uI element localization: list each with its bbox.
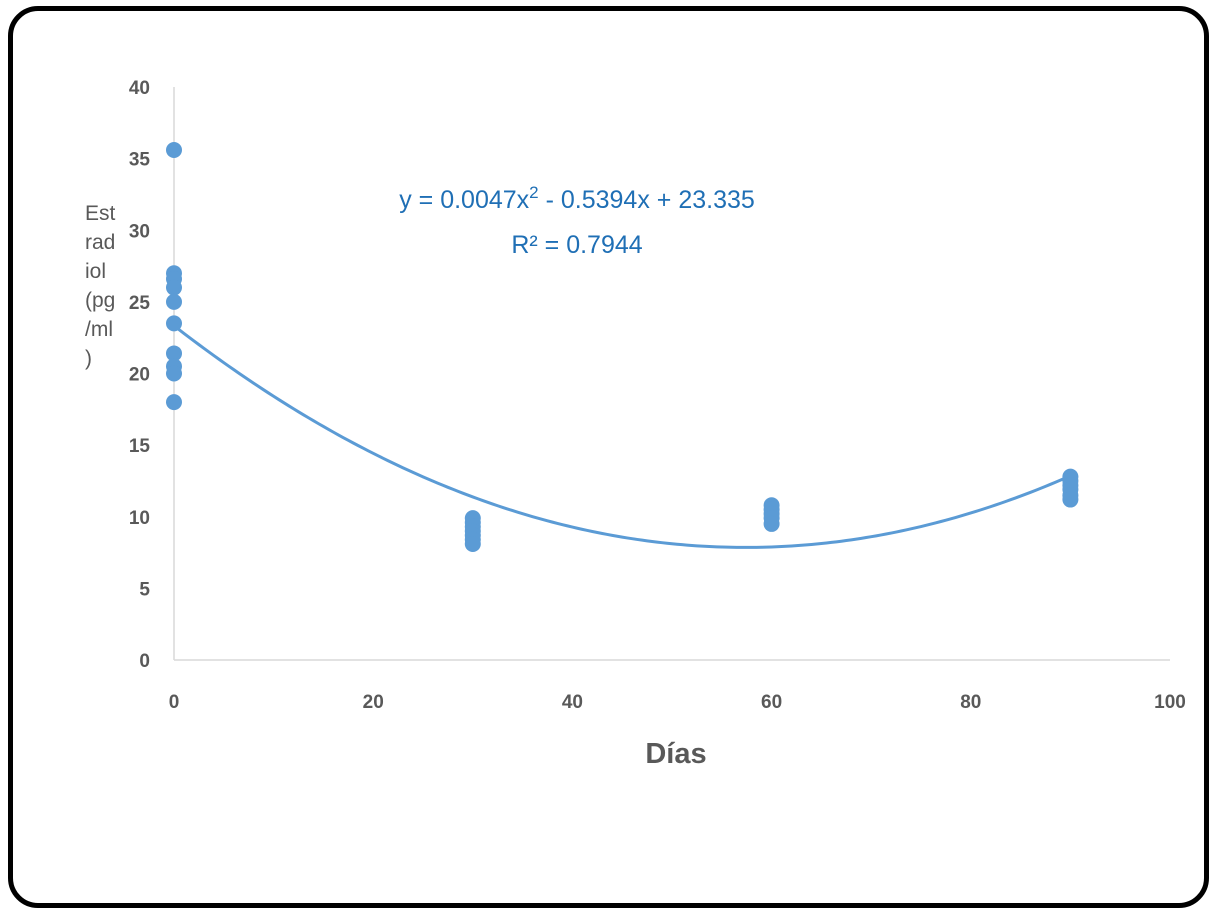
y-tick-label: 25 xyxy=(129,293,151,314)
data-point xyxy=(1062,491,1079,508)
y-tick-label: 30 xyxy=(129,221,150,242)
data-point xyxy=(166,293,182,310)
x-tick-label: 80 xyxy=(960,692,981,713)
data-point xyxy=(763,515,780,532)
data-point xyxy=(166,279,182,296)
y-tick-label: 40 xyxy=(129,78,150,99)
data-points xyxy=(166,142,1079,552)
trendline xyxy=(173,324,1072,549)
data-point xyxy=(166,142,182,159)
x-tick-label: 60 xyxy=(761,692,782,713)
y-tick-label: 0 xyxy=(139,651,150,672)
chart-frame xyxy=(8,6,1209,908)
data-point xyxy=(166,345,182,362)
data-point xyxy=(166,394,182,411)
y-tick-label: 35 xyxy=(129,150,151,171)
y-axis-title-line: rad xyxy=(85,231,115,254)
data-point xyxy=(464,535,481,552)
y-axis-title-line: Est xyxy=(85,202,116,225)
x-tick-label: 100 xyxy=(1154,692,1186,713)
r-squared-label: R² = 0.7944 xyxy=(511,231,642,259)
x-tick-labels: 0 20 40 60 80 100 xyxy=(169,692,1186,713)
y-tick-label: 20 xyxy=(129,365,150,386)
y-tick-labels: 0 5 10 15 20 25 30 35 40 xyxy=(129,78,151,672)
axes xyxy=(173,87,1170,661)
x-axis-title: Días xyxy=(645,738,706,770)
y-axis-title-line: ) xyxy=(85,347,92,370)
x-tick-label: 20 xyxy=(363,692,384,713)
x-tick-label: 40 xyxy=(562,692,583,713)
data-point xyxy=(166,365,182,382)
trendline-equation: y = 0.0047x2 - 0.5394x + 23.335 xyxy=(399,183,755,214)
y-tick-label: 15 xyxy=(129,436,151,457)
y-axis-title-line: /ml xyxy=(85,318,113,341)
y-axis-title-line: (pg xyxy=(85,289,115,312)
y-tick-label: 10 xyxy=(129,508,150,529)
data-point xyxy=(166,315,182,332)
y-axis-title: Est rad iol (pg/ml) xyxy=(85,202,116,370)
y-tick-label: 5 xyxy=(139,579,150,600)
x-tick-label: 0 xyxy=(169,692,180,713)
y-axis-title-line: iol xyxy=(85,260,106,283)
